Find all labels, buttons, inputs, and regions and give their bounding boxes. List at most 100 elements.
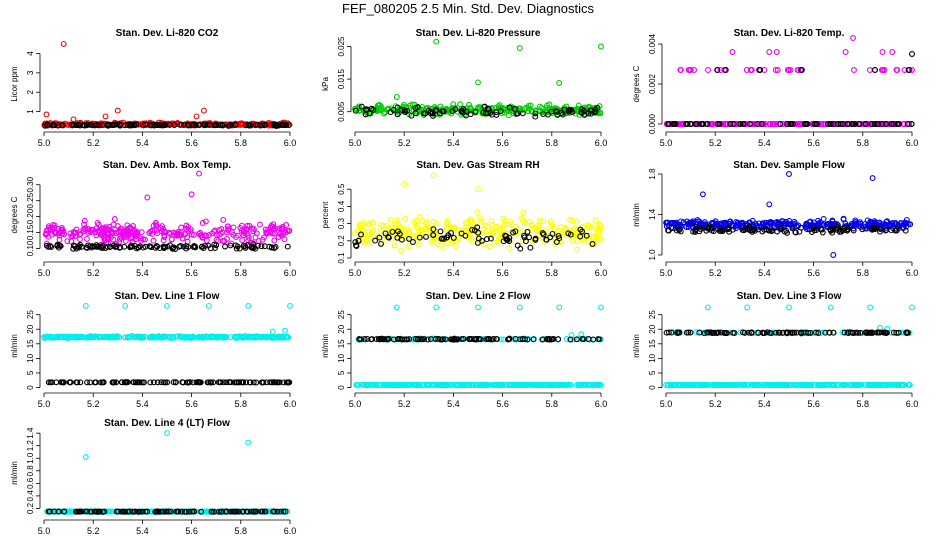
data-point: [529, 222, 535, 229]
y-tick-label: 0.3: [337, 217, 346, 229]
x-tick-label: 5.0: [660, 399, 673, 409]
data-point: [596, 225, 603, 232]
data-point: [665, 121, 672, 127]
data-point: [257, 221, 263, 228]
data-point: [575, 102, 582, 109]
data-point: [77, 241, 84, 248]
data-point: [789, 121, 796, 127]
y-tick-label: 1.8: [648, 168, 657, 180]
data-point: [469, 226, 476, 233]
y-axis-label: ml/min: [632, 203, 641, 227]
data-point: [724, 121, 731, 127]
outlier-point: [269, 328, 276, 335]
data-point: [385, 234, 392, 240]
series-colored: [41, 302, 293, 342]
data-point: [484, 223, 491, 230]
x-tick-label: 5.2: [709, 268, 722, 278]
chart-panel-1: Stan. Dev. Li-820 CO2 Licor ppm 5.0 5.2 5.4 5…: [10, 28, 296, 148]
data-point: [571, 232, 578, 238]
data-point: [592, 217, 599, 224]
data-point: [45, 243, 52, 250]
data-point: [190, 243, 197, 250]
x-tick-label: 5.8: [546, 399, 559, 409]
data-point: [519, 217, 526, 224]
x-tick-label: 6.0: [595, 268, 608, 278]
data-point: [597, 236, 604, 243]
chart-panel-7: Stan. Dev. Line 1 Flow ml/min 5.0 5.2 5.4 5.6…: [10, 291, 296, 409]
outlier-point: [578, 331, 585, 338]
data-point: [86, 121, 93, 128]
data-point: [363, 106, 370, 113]
outlier-point: [827, 304, 834, 311]
data-point: [159, 122, 166, 129]
data-point: [132, 233, 139, 239]
data-point: [232, 122, 239, 129]
data-point: [161, 232, 168, 239]
data-point: [128, 235, 134, 242]
data-point: [492, 239, 499, 246]
data-point: [404, 107, 411, 114]
x-tick-label: 5.6: [496, 268, 509, 278]
data-point: [206, 232, 212, 239]
data-point: [691, 67, 698, 73]
data-point: [474, 224, 481, 231]
data-point: [161, 228, 168, 235]
data-point: [503, 236, 510, 243]
outlier-point: [433, 304, 440, 311]
data-point: [366, 110, 373, 117]
data-point: [555, 232, 562, 239]
data-point: [474, 209, 481, 216]
x-tick-label: 5.2: [87, 138, 100, 148]
outlier-point: [699, 191, 706, 198]
data-point: [514, 242, 521, 249]
data-point: [356, 221, 363, 228]
series-colored: [353, 304, 604, 389]
chart-panel-2: Stan. Dev. Li-820 Pressure kPa 5.0 5.2 5.4 5.…: [321, 28, 607, 148]
data-point: [687, 121, 694, 127]
data-point: [91, 243, 98, 250]
data-point: [353, 243, 360, 249]
y-tick-label: 0.25: [26, 192, 35, 208]
outlier-point: [393, 304, 400, 311]
outlier-point: [516, 304, 523, 311]
data-point: [427, 110, 434, 116]
outlier-point: [82, 454, 89, 460]
series-black: [43, 241, 291, 252]
data-point: [517, 245, 524, 252]
series-black: [352, 224, 596, 252]
y-tick-label: 5: [337, 370, 346, 375]
outlier-point: [114, 107, 121, 114]
data-point: [70, 245, 77, 252]
data-point: [901, 67, 908, 73]
data-point: [358, 103, 365, 110]
y-axis-label: kPa: [321, 77, 330, 91]
data-point: [213, 242, 220, 249]
data-point: [894, 121, 901, 127]
data-point: [888, 121, 895, 127]
data-point: [683, 121, 690, 127]
data-point: [112, 230, 119, 236]
data-point: [773, 121, 780, 127]
data-point: [89, 122, 96, 129]
data-point: [757, 67, 764, 73]
data-point: [394, 111, 401, 118]
y-tick-label: 20: [26, 324, 35, 333]
x-tick-label: 5.8: [857, 399, 870, 409]
data-point: [787, 67, 794, 73]
data-point: [685, 67, 692, 73]
data-point: [446, 222, 453, 229]
outlier-point: [60, 40, 67, 47]
data-point: [488, 228, 495, 235]
chart-title: Stan. Dev. Line 2 Flow: [426, 291, 531, 302]
x-tick-label: 5.2: [87, 268, 100, 278]
data-point: [574, 238, 581, 244]
outlier-point: [475, 79, 481, 86]
data-point: [577, 233, 584, 240]
chart-panel-10: Stan. Dev. Line 4 (LT) Flow ml/min 5.0 5.2 5…: [10, 418, 296, 536]
x-tick-label: 5.2: [398, 399, 411, 409]
data-point: [512, 228, 519, 235]
data-point: [704, 121, 711, 127]
data-point: [219, 121, 226, 128]
data-point: [422, 220, 429, 226]
data-point: [565, 107, 572, 114]
